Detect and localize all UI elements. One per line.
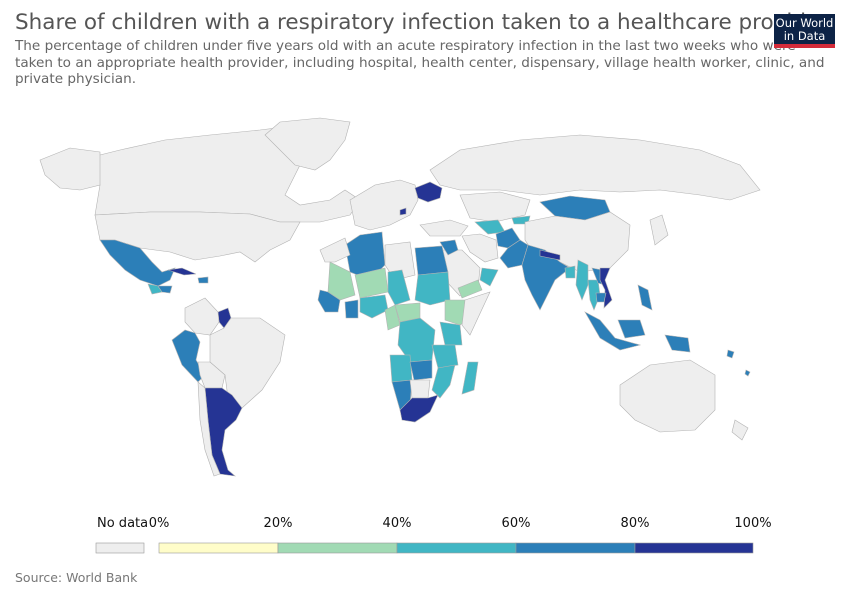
country-india[interactable] — [521, 244, 571, 311]
country-somalia[interactable] — [461, 291, 491, 336]
country-chile[interactable] — [197, 381, 221, 477]
country-zambia[interactable] — [409, 359, 433, 381]
legend-tick-60: 60% — [502, 516, 531, 531]
country-russia[interactable] — [429, 134, 761, 201]
country-kazakhstan[interactable] — [459, 191, 531, 223]
country-brazil[interactable] — [209, 317, 286, 409]
legend-svg: No data 0% 20% 40% 60% 80% 100% — [95, 516, 772, 554]
country-australia[interactable] — [619, 359, 716, 433]
logo-line-1: Our World — [775, 16, 834, 30]
country-europe-west[interactable] — [349, 179, 419, 231]
world-map — [39, 117, 761, 477]
country-madagascar[interactable] — [461, 361, 479, 395]
legend-bin-0-20[interactable] — [158, 542, 279, 554]
country-greenland[interactable] — [264, 117, 351, 171]
country-angola[interactable] — [389, 354, 413, 383]
country-thailand[interactable] — [587, 279, 601, 311]
country-mozambique[interactable] — [431, 364, 456, 399]
country-japan[interactable] — [649, 214, 669, 246]
chart-subtitle: The percentage of children under five ye… — [15, 38, 825, 87]
legend-no-data-swatch — [95, 542, 145, 554]
legend-tick-20: 20% — [264, 516, 293, 531]
chart-title: Share of children with a respiratory inf… — [15, 10, 829, 35]
country-turkmenistan[interactable] — [474, 219, 506, 235]
country-pacific-islands[interactable] — [726, 349, 751, 377]
country-nigeria[interactable] — [359, 294, 389, 319]
country-ghana[interactable] — [344, 299, 359, 319]
country-yemen[interactable] — [457, 279, 483, 299]
legend-bin-60-80[interactable] — [515, 542, 636, 554]
country-senegal-region[interactable] — [317, 289, 341, 313]
country-nepal[interactable] — [539, 249, 561, 261]
legend-tick-100: 100% — [734, 516, 771, 531]
country-south-africa[interactable] — [399, 394, 439, 423]
country-haiti[interactable] — [197, 276, 209, 284]
country-libya[interactable] — [384, 241, 416, 281]
country-peru[interactable] — [171, 329, 206, 383]
source-note: Source: World Bank — [15, 570, 138, 585]
country-moldova[interactable] — [399, 207, 407, 216]
legend-bin-80-100[interactable] — [634, 542, 754, 554]
legend-no-data-label: No data — [97, 516, 148, 531]
country-vietnam[interactable] — [599, 267, 613, 309]
country-iran[interactable] — [461, 233, 499, 263]
logo-line-2: in Data — [783, 29, 826, 43]
country-indonesia[interactable] — [584, 311, 646, 351]
country-iraq[interactable] — [439, 239, 459, 256]
country-egypt[interactable] — [414, 245, 449, 276]
country-sudan[interactable] — [414, 271, 451, 306]
legend-tick-40: 40% — [383, 516, 412, 531]
country-ukraine[interactable] — [414, 181, 443, 203]
country-colombia[interactable] — [184, 297, 220, 336]
legend-bin-40-60[interactable] — [396, 542, 517, 554]
country-cuba[interactable] — [167, 267, 197, 276]
country-mali[interactable] — [327, 261, 356, 301]
country-philippines[interactable] — [637, 284, 653, 311]
country-png[interactable] — [664, 334, 691, 353]
legend-bin-20-40[interactable] — [277, 542, 398, 554]
country-turkey[interactable] — [419, 219, 469, 237]
country-kenya[interactable] — [439, 321, 463, 346]
country-botswana[interactable] — [409, 379, 431, 399]
country-chad[interactable] — [387, 269, 411, 306]
country-new-zealand[interactable] — [731, 419, 749, 441]
legend: No data 0% 20% 40% 60% 80% 100% — [0, 510, 850, 560]
country-alaska[interactable] — [39, 147, 101, 191]
owid-logo[interactable]: Our World in Data — [774, 14, 835, 48]
country-oman[interactable] — [479, 267, 499, 287]
country-tanzania[interactable] — [431, 344, 459, 369]
country-morocco[interactable] — [319, 237, 351, 263]
legend-tick-0: 0% — [149, 516, 170, 531]
country-bangladesh[interactable] — [564, 265, 576, 279]
country-myanmar[interactable] — [575, 259, 589, 301]
country-honduras[interactable] — [157, 285, 173, 294]
country-cambodia[interactable] — [595, 292, 607, 303]
legend-tick-80: 80% — [621, 516, 650, 531]
country-mexico[interactable] — [99, 239, 176, 287]
